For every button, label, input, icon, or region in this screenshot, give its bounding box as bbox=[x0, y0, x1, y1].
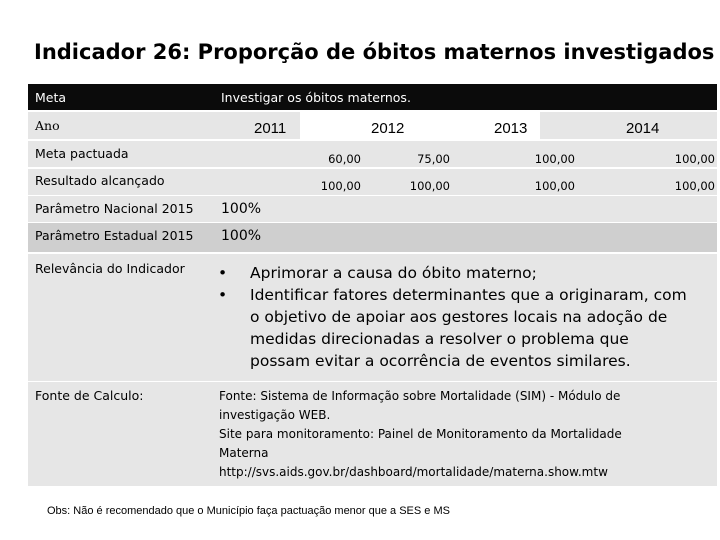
parametro-estadual-value: 100% bbox=[221, 228, 262, 244]
year-2014: 2014 bbox=[626, 120, 660, 137]
parametro-nacional-label: Parâmetro Nacional 2015 bbox=[35, 201, 194, 216]
bullet-icon: • bbox=[218, 264, 228, 282]
year-2011: 2011 bbox=[254, 120, 287, 137]
fonte-text: Fonte: Sistema de Informação sobre Morta… bbox=[219, 387, 709, 482]
resultado-2011: 100,00 bbox=[320, 179, 361, 193]
year-2012: 2012 bbox=[371, 120, 405, 137]
resultado-row: Resultado alcançado 100,00 100,00 100,00… bbox=[28, 169, 717, 195]
fonte-url[interactable]: http://svs.aids.gov.br/dashboard/mortali… bbox=[219, 465, 608, 479]
parametro-estadual-row: Parâmetro Estadual 2015 100% bbox=[28, 223, 717, 252]
ano-highlight bbox=[300, 112, 540, 139]
fonte-line: Site para monitoramento: Painel de Monit… bbox=[219, 427, 622, 441]
list-item: • Identificar fatores determinantes que … bbox=[218, 286, 687, 370]
resultado-2013: 100,00 bbox=[534, 179, 575, 193]
meta-pactuada-2011: 60,00 bbox=[328, 152, 361, 166]
meta-row: Meta Investigar os óbitos maternos. bbox=[28, 84, 717, 110]
meta-pactuada-label: Meta pactuada bbox=[35, 146, 129, 161]
page-title: Indicador 26: Proporção de óbitos matern… bbox=[34, 40, 715, 64]
ano-label: Ano bbox=[35, 118, 60, 133]
list-item: • Aprimorar a causa do óbito materno; bbox=[218, 264, 537, 282]
meta-value: Investigar os óbitos maternos. bbox=[221, 90, 411, 105]
meta-pactuada-2014: 100,00 bbox=[674, 152, 715, 166]
parametro-nacional-value: 100% bbox=[221, 201, 262, 217]
fonte-label: Fonte de Calculo: bbox=[35, 388, 144, 403]
obs-note: Obs: Não é recomendado que o Município f… bbox=[47, 505, 450, 517]
relevancia-bullets: • Aprimorar a causa do óbito materno; • … bbox=[218, 262, 718, 372]
resultado-2014: 100,00 bbox=[674, 179, 715, 193]
resultado-label: Resultado alcançado bbox=[35, 173, 165, 188]
fonte-line: Fonte: Sistema de Informação sobre Morta… bbox=[219, 389, 621, 403]
fonte-row: Fonte de Calculo: Fonte: Sistema de Info… bbox=[28, 382, 717, 486]
year-2013: 2013 bbox=[494, 120, 528, 137]
parametro-estadual-label: Parâmetro Estadual 2015 bbox=[35, 228, 194, 243]
relevancia-label: Relevância do Indicador bbox=[35, 261, 185, 276]
relevancia-row: Relevância do Indicador • Aprimorar a ca… bbox=[28, 254, 717, 381]
meta-pactuada-2012: 75,00 bbox=[417, 152, 450, 166]
meta-pactuada-2013: 100,00 bbox=[534, 152, 575, 166]
parametro-nacional-row: Parâmetro Nacional 2015 100% bbox=[28, 196, 717, 222]
fonte-line: Materna bbox=[219, 446, 269, 460]
meta-pactuada-row: Meta pactuada 60,00 75,00 100,00 100,00 bbox=[28, 141, 717, 167]
fonte-line: investigação WEB. bbox=[219, 408, 331, 422]
resultado-2012: 100,00 bbox=[409, 179, 450, 193]
meta-label: Meta bbox=[35, 90, 67, 105]
bullet-icon: • bbox=[218, 286, 228, 304]
